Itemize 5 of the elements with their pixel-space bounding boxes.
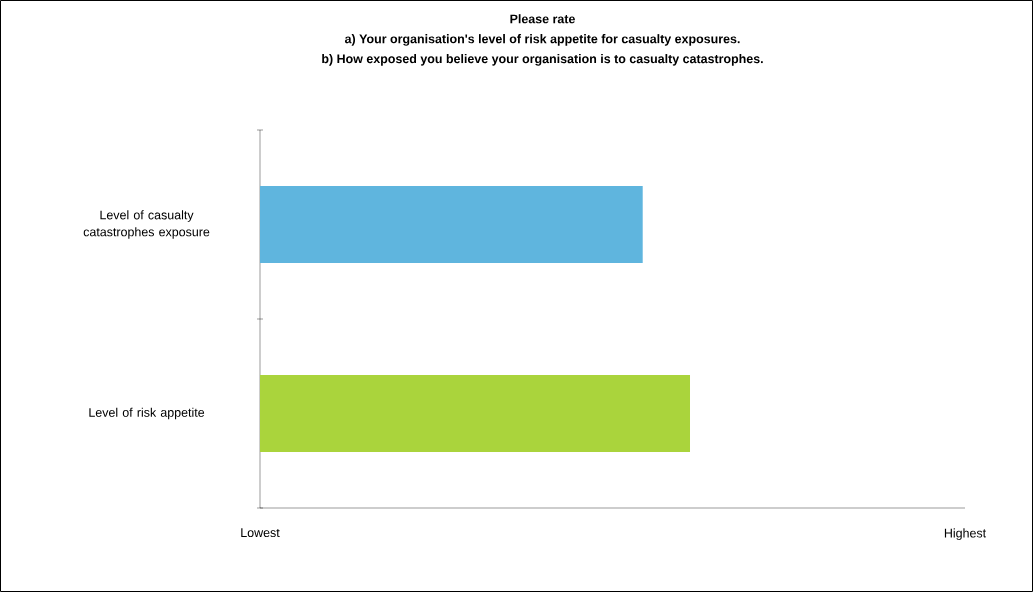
text: Lowest [241, 528, 280, 538]
y-tick-label: Level of casualty catastrophes exposure [83, 210, 210, 239]
text: Highest [944, 528, 987, 540]
chart-title: Please rate a) Your organisation's level of risk appetite for casualty exposures. b) How exposed you believe your organisation is to casualty catastrophes. [322, 14, 763, 66]
y-tick-label: Level of risk appetite [89, 407, 205, 420]
